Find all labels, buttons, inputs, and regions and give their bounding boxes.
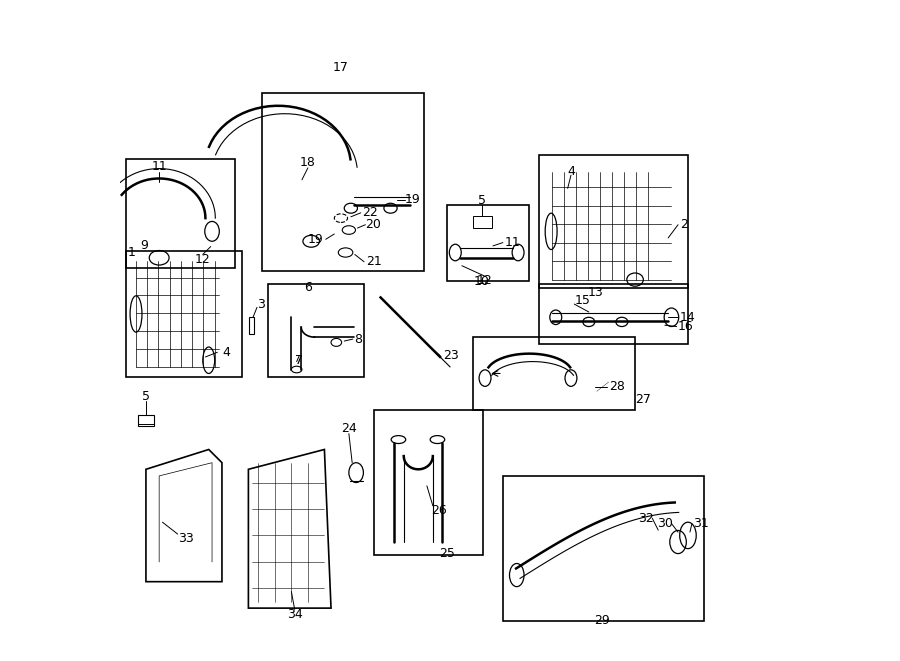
Text: 27: 27 (635, 393, 651, 406)
Text: 28: 28 (608, 380, 625, 393)
Text: 15: 15 (574, 294, 590, 307)
Text: 13: 13 (588, 286, 603, 299)
Text: 23: 23 (444, 349, 459, 362)
Text: 7: 7 (295, 354, 303, 367)
Text: 20: 20 (365, 218, 382, 231)
Text: 12: 12 (477, 274, 493, 288)
Bar (268, 284, 364, 377)
Text: 16: 16 (678, 320, 694, 333)
Bar (126, 159, 235, 268)
Text: 29: 29 (594, 613, 610, 627)
Bar (138, 415, 154, 426)
Text: 6: 6 (304, 281, 311, 294)
Text: 24: 24 (341, 422, 356, 435)
Bar (539, 155, 688, 288)
Text: 4: 4 (222, 346, 230, 359)
Text: 9: 9 (140, 239, 148, 253)
Bar (539, 284, 688, 344)
Text: 8: 8 (355, 332, 362, 346)
Bar (262, 93, 424, 271)
Text: 34: 34 (287, 608, 302, 621)
Polygon shape (248, 449, 331, 608)
Text: 25: 25 (439, 547, 454, 560)
Bar (503, 476, 705, 621)
Text: 4: 4 (567, 165, 575, 178)
Bar (473, 337, 635, 410)
Text: 10: 10 (473, 275, 490, 288)
Text: 11: 11 (505, 236, 520, 249)
Bar (473, 216, 491, 228)
Text: 11: 11 (151, 160, 167, 173)
Text: 19: 19 (405, 193, 421, 206)
Text: 31: 31 (693, 517, 709, 530)
Bar (374, 410, 483, 555)
Text: 1: 1 (128, 246, 136, 259)
Text: 3: 3 (257, 297, 265, 311)
Bar (126, 251, 242, 377)
Text: 26: 26 (431, 504, 447, 517)
Text: 5: 5 (478, 194, 486, 207)
Text: 5: 5 (142, 390, 150, 403)
Text: 21: 21 (366, 255, 382, 268)
Bar (249, 317, 255, 334)
Text: 19: 19 (308, 233, 324, 246)
Polygon shape (146, 449, 222, 582)
Text: 18: 18 (300, 156, 316, 169)
Text: 2: 2 (680, 218, 688, 231)
Text: 32: 32 (638, 512, 653, 525)
Bar (446, 205, 529, 281)
Text: 30: 30 (658, 517, 673, 530)
Text: 22: 22 (362, 206, 378, 219)
Text: 33: 33 (177, 532, 194, 545)
Text: 14: 14 (680, 311, 696, 324)
Text: 17: 17 (333, 61, 349, 74)
Text: 12: 12 (195, 253, 211, 266)
